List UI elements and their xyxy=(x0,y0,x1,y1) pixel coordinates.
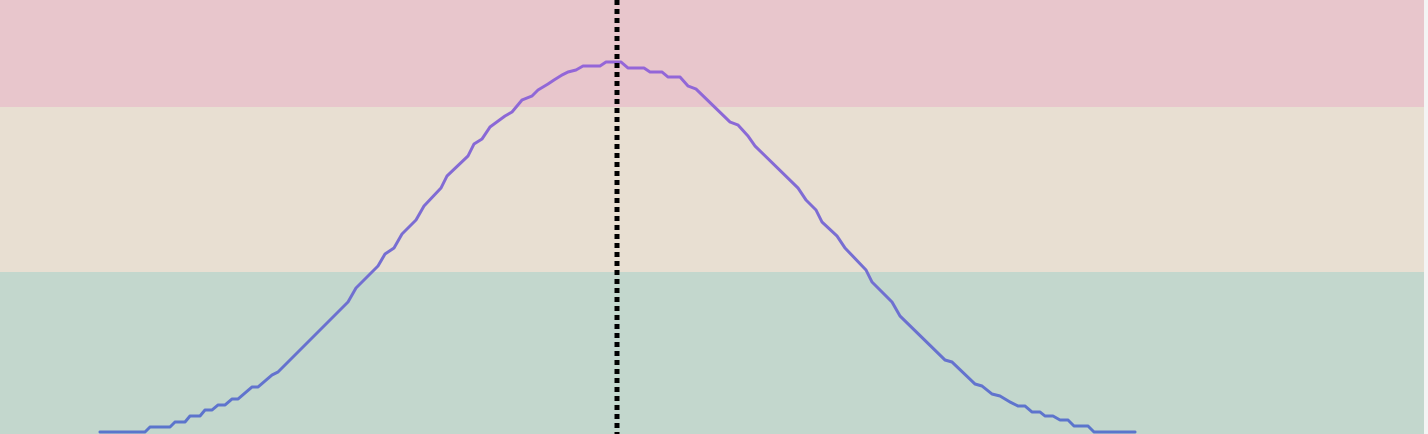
band-high xyxy=(0,0,1428,107)
series-line-1 xyxy=(98,60,1137,434)
plot-right-edge xyxy=(1424,0,1428,434)
band-mid xyxy=(0,107,1428,272)
band-low xyxy=(0,272,1428,434)
